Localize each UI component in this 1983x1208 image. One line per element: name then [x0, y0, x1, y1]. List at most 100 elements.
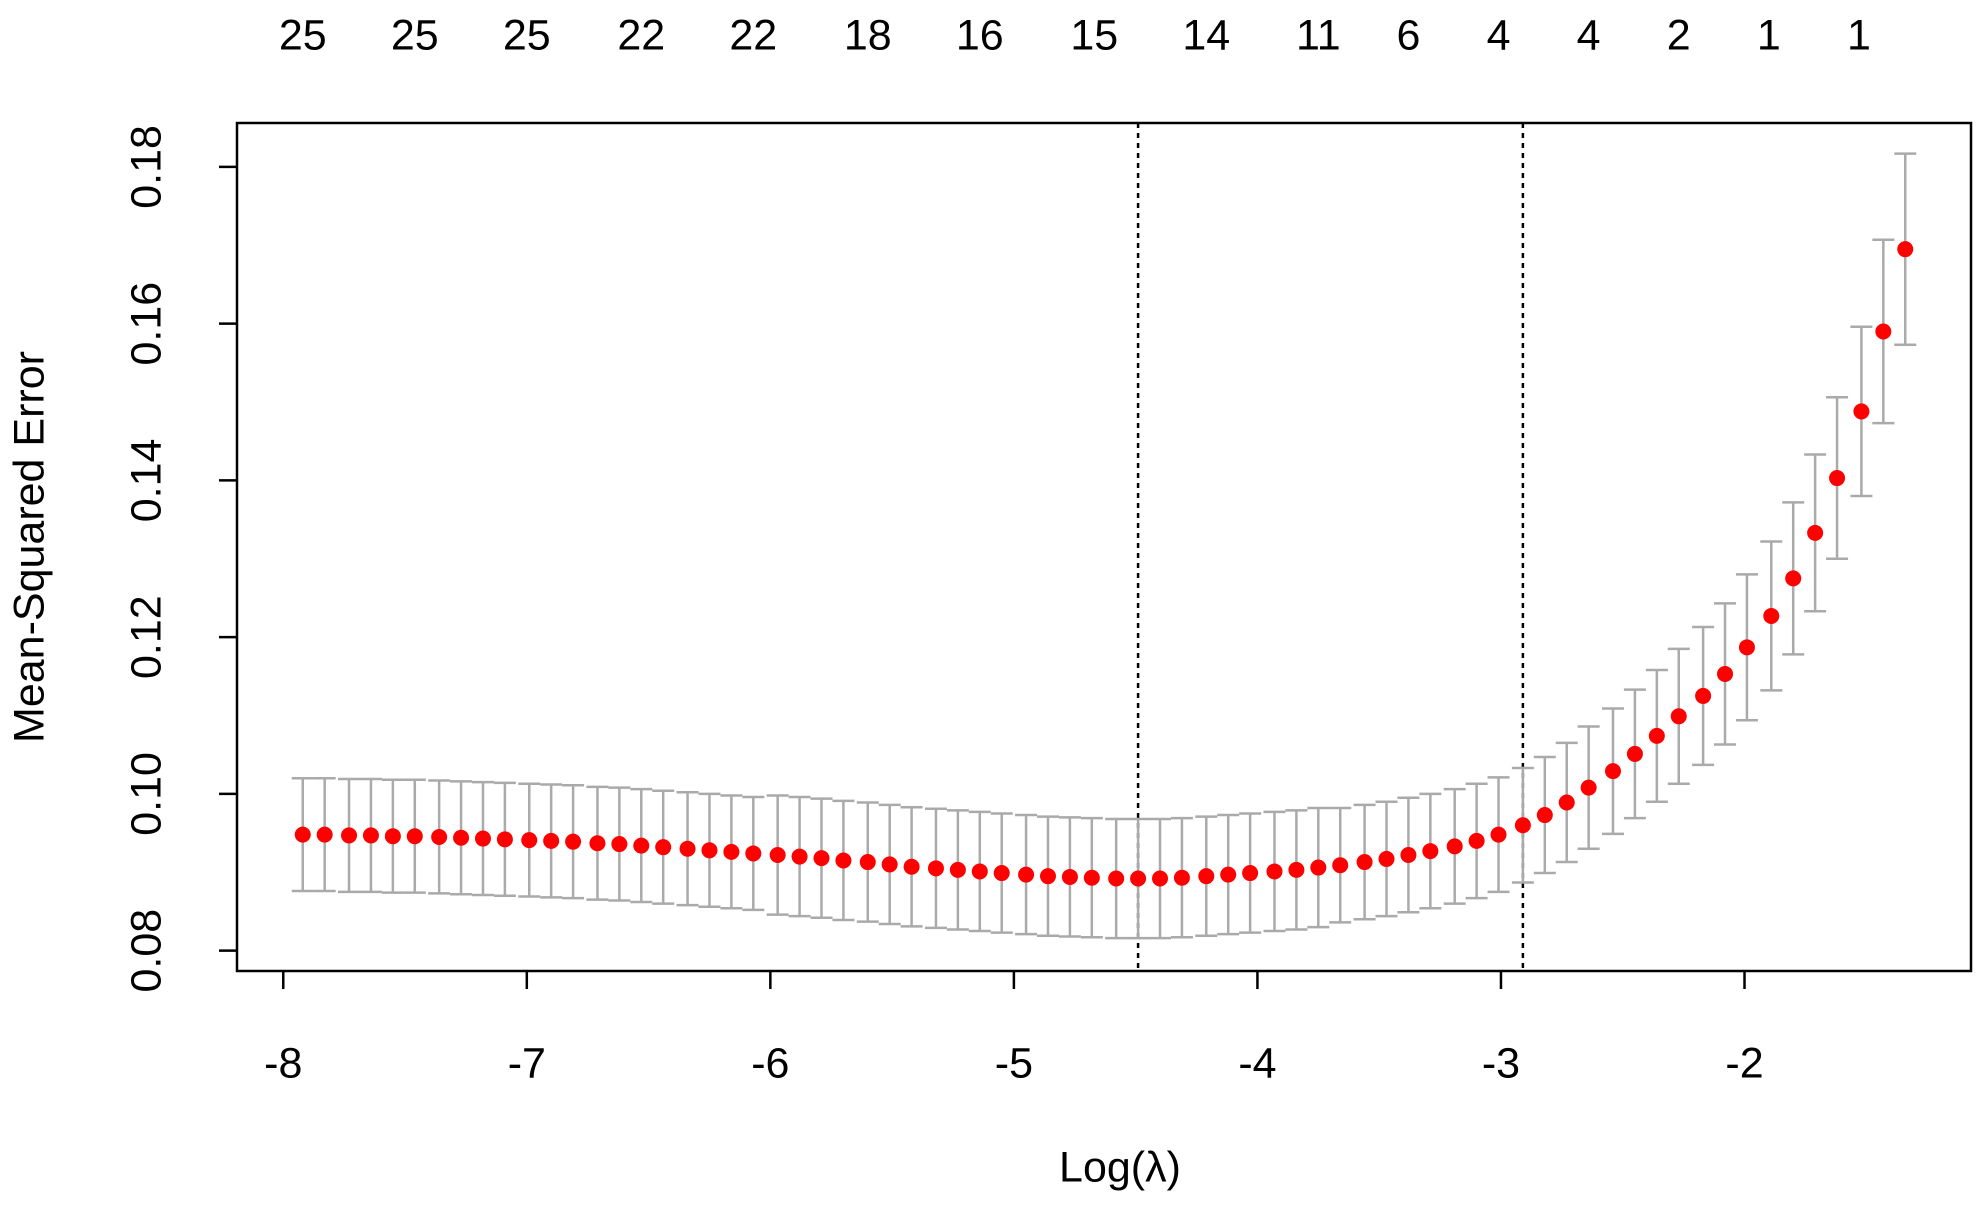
point — [791, 848, 808, 865]
point — [1648, 727, 1665, 744]
point — [993, 865, 1010, 882]
point — [362, 827, 379, 844]
point — [1152, 870, 1169, 887]
point — [723, 843, 740, 860]
y-tick-label: 0.16 — [122, 282, 170, 366]
point — [949, 861, 966, 878]
y-tick-label: 0.14 — [122, 439, 170, 523]
x-tick-label: -2 — [1725, 1039, 1763, 1087]
y-tick-label: 0.10 — [122, 752, 170, 836]
point — [1558, 794, 1575, 811]
point — [1695, 687, 1712, 704]
point — [1356, 854, 1373, 871]
point — [1875, 323, 1892, 340]
point — [431, 828, 448, 845]
y-tick-label: 0.08 — [122, 909, 170, 993]
point — [769, 847, 786, 864]
point — [1897, 241, 1914, 258]
point — [384, 828, 401, 845]
top-axis-label: 6 — [1396, 11, 1420, 59]
point — [1220, 866, 1237, 883]
top-axis-label: 15 — [1070, 11, 1118, 59]
point — [611, 836, 628, 853]
x-axis-title: Log(λ) — [1059, 1143, 1181, 1191]
point — [406, 828, 423, 845]
point — [1400, 847, 1417, 864]
top-axis-label: 25 — [503, 11, 551, 59]
point — [496, 831, 513, 848]
x-tick-label: -4 — [1238, 1039, 1276, 1087]
point — [1422, 843, 1439, 860]
top-axis-label: 25 — [391, 11, 439, 59]
point — [1717, 665, 1734, 682]
point — [294, 826, 311, 843]
point — [1738, 639, 1755, 656]
top-axis-label: 4 — [1487, 11, 1511, 59]
point — [1853, 403, 1870, 420]
point — [1807, 524, 1824, 541]
top-axis-label: 18 — [844, 11, 892, 59]
point — [1670, 708, 1687, 725]
point — [453, 829, 470, 846]
y-tick-label: 0.12 — [122, 595, 170, 679]
x-tick-label: -8 — [264, 1039, 302, 1087]
point — [1446, 838, 1463, 855]
point — [903, 858, 920, 875]
point — [1198, 868, 1215, 885]
x-tick-label: -3 — [1482, 1039, 1520, 1087]
point — [1580, 779, 1597, 796]
point — [971, 863, 988, 880]
point — [543, 832, 560, 849]
point — [1083, 869, 1100, 886]
point — [316, 826, 333, 843]
point — [1018, 866, 1035, 883]
point — [341, 827, 358, 844]
point — [1332, 857, 1349, 874]
plot-frame — [235, 121, 1973, 973]
top-axis-label: 22 — [729, 11, 777, 59]
point — [1763, 607, 1780, 624]
point — [1626, 745, 1643, 762]
y-axis-title: Mean-Squared Error — [5, 351, 53, 743]
point — [1039, 868, 1056, 885]
point — [1108, 870, 1125, 887]
point — [1242, 865, 1259, 882]
point — [881, 856, 898, 873]
top-axis-label: 25 — [279, 11, 327, 59]
point — [859, 854, 876, 871]
top-axis-label: 16 — [956, 11, 1004, 59]
point — [474, 830, 491, 847]
point — [1130, 870, 1147, 887]
point — [1173, 869, 1190, 886]
top-axis-label: 4 — [1577, 11, 1601, 59]
point — [1829, 470, 1846, 487]
x-tick-label: -5 — [995, 1039, 1033, 1087]
x-tick-label: -6 — [751, 1039, 789, 1087]
top-axis-label: 2 — [1667, 11, 1691, 59]
point — [745, 845, 762, 862]
point — [927, 860, 944, 877]
point — [565, 833, 582, 850]
point — [1266, 863, 1283, 880]
point — [1785, 570, 1802, 587]
point — [1514, 817, 1531, 834]
point — [1468, 832, 1485, 849]
point — [1310, 859, 1327, 876]
point — [589, 835, 606, 852]
x-tick-label: -7 — [508, 1039, 546, 1087]
point — [835, 852, 852, 869]
point — [1536, 807, 1553, 824]
point — [1378, 850, 1395, 867]
point — [1604, 763, 1621, 780]
point — [1061, 868, 1078, 885]
point — [813, 850, 830, 867]
point — [679, 840, 696, 857]
y-tick-label: 0.18 — [122, 125, 170, 209]
top-axis-label: 22 — [617, 11, 665, 59]
top-axis-label: 1 — [1847, 11, 1871, 59]
top-axis-label: 11 — [1296, 11, 1341, 59]
top-axis-label: 14 — [1182, 11, 1230, 59]
point — [633, 837, 650, 854]
point — [1490, 826, 1507, 843]
